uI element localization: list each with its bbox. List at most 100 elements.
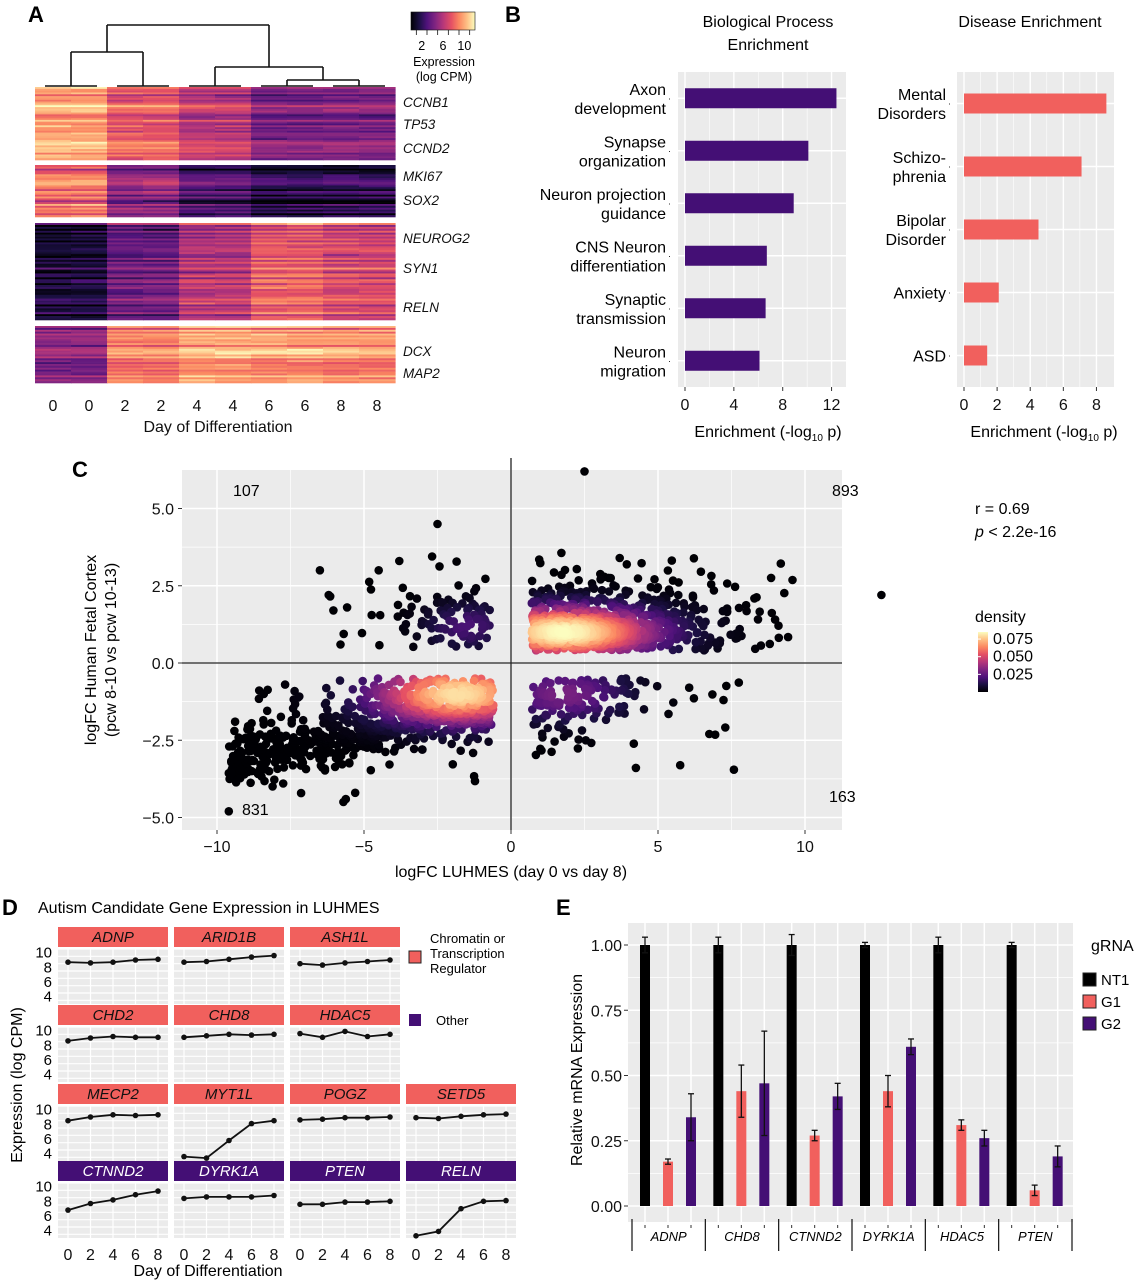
heatmap-cell xyxy=(215,354,252,357)
heatmap-cell xyxy=(359,103,396,106)
heatmap-cell xyxy=(71,107,108,110)
heatmap-cell xyxy=(107,108,144,112)
data-point xyxy=(485,605,495,615)
heatmap-cell xyxy=(179,121,216,124)
heatmap-cell xyxy=(71,200,108,203)
heatmap-cell xyxy=(143,139,180,143)
data-point xyxy=(181,1195,187,1202)
heatmap-cell xyxy=(323,96,360,99)
heatmap-cell xyxy=(323,255,360,259)
heatmap-cell xyxy=(287,354,324,357)
heatmap-cell xyxy=(71,134,108,137)
heatmap-cell xyxy=(287,290,324,294)
heatmap-cell xyxy=(107,232,144,235)
data-point xyxy=(622,560,632,569)
heatmap-cell xyxy=(251,90,288,93)
heatmap-cell xyxy=(179,252,216,255)
heatmap-cell xyxy=(179,255,216,259)
category-label: phrenia xyxy=(893,169,946,186)
heatmap-cell xyxy=(35,181,72,184)
data-point xyxy=(689,554,699,563)
heatmap-cell xyxy=(251,132,288,135)
heatmap-cell xyxy=(251,304,288,307)
heatmap-cell xyxy=(251,88,288,91)
heatmap-cell xyxy=(107,341,144,344)
heatmap-cell xyxy=(323,331,360,334)
facet-myt1l: MYT1L xyxy=(174,1084,284,1161)
heatmap-cell xyxy=(71,352,108,355)
heatmap-cell xyxy=(215,230,252,233)
heatmap-cell xyxy=(251,121,288,124)
data-point xyxy=(87,1200,94,1207)
plot-background xyxy=(678,72,846,387)
heatmap-cell xyxy=(71,189,108,192)
heatmap-cell xyxy=(287,316,324,319)
heatmap-cell xyxy=(323,189,360,192)
heatmap-cell xyxy=(179,254,216,257)
heatmap-cell xyxy=(179,152,216,155)
heatmap-cell xyxy=(323,97,360,101)
data-point xyxy=(734,603,744,613)
heatmap-cell xyxy=(251,130,288,133)
heatmap-cell xyxy=(143,198,180,201)
heatmap-cell xyxy=(71,257,108,261)
heatmap-cell xyxy=(71,312,108,315)
y-tick-label: 8 xyxy=(44,1037,52,1054)
data-point xyxy=(259,715,268,725)
y-tick-label: 0.75 xyxy=(591,1003,622,1020)
heatmap-cell xyxy=(71,248,108,251)
data-point xyxy=(484,737,493,746)
heatmap-cell xyxy=(323,112,360,115)
data-point xyxy=(279,763,289,772)
heatmap-cell xyxy=(35,381,72,384)
heatmap-cell xyxy=(143,138,180,141)
facet-strip-label: HDAC5 xyxy=(320,1007,372,1024)
heatmap-cell xyxy=(143,267,180,270)
heatmap-cell xyxy=(251,240,288,243)
heatmap-cell xyxy=(359,252,396,255)
heatmap-cell xyxy=(359,326,396,329)
heatmap-cell xyxy=(287,339,324,342)
heatmap-cell xyxy=(179,179,216,183)
data-point xyxy=(675,760,685,770)
heatmap-cell xyxy=(323,116,360,119)
heatmap-cell xyxy=(143,345,180,348)
heatmap-cell xyxy=(323,183,360,186)
heatmap-cell xyxy=(251,246,288,249)
heatmap-cell xyxy=(287,369,324,372)
heatmap-cell xyxy=(287,326,324,329)
data-point xyxy=(560,627,569,636)
heatmap-cell xyxy=(215,189,252,192)
heatmap-cell xyxy=(251,105,288,108)
heatmap-cell xyxy=(359,250,396,253)
data-point xyxy=(313,726,323,736)
heatmap-cell xyxy=(107,263,144,266)
heatmap-cell xyxy=(107,369,144,372)
x-tick-label: 2 xyxy=(318,1247,327,1264)
heatmap-cell xyxy=(251,215,288,218)
heatmap-cell xyxy=(215,143,252,146)
data-point xyxy=(364,1033,371,1040)
heatmap-cell xyxy=(179,304,216,307)
heatmap-cell xyxy=(179,300,216,303)
data-point xyxy=(663,566,673,575)
heatmap-cell xyxy=(143,128,180,132)
heatmap-cell xyxy=(359,158,396,161)
data-point xyxy=(322,683,331,693)
heatmap-cell xyxy=(71,331,108,334)
heatmap-cell xyxy=(143,136,180,139)
gene-label: CCNB1 xyxy=(403,95,449,110)
heatmap-cell xyxy=(215,269,252,272)
heatmap-cell xyxy=(179,263,216,266)
heatmap-cell xyxy=(215,90,252,93)
heatmap-cell xyxy=(215,166,252,170)
heatmap-cell xyxy=(107,209,144,212)
heatmap-cell xyxy=(35,232,72,235)
heatmap-cell xyxy=(35,189,72,192)
heatmap-cell xyxy=(107,285,144,288)
chart-title: Autism Candidate Gene Expression in LUHM… xyxy=(38,900,380,917)
heatmap-cell xyxy=(287,127,324,130)
heatmap-cell xyxy=(287,283,324,286)
data-point xyxy=(413,1114,419,1121)
